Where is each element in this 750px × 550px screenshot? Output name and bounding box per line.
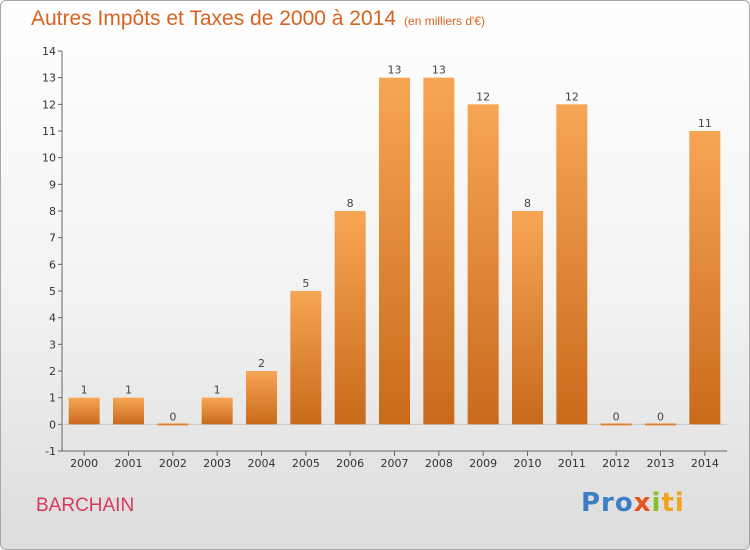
- y-tick-label: -1: [45, 445, 56, 458]
- data-label: 12: [476, 90, 490, 103]
- x-tick-label: 2005: [292, 457, 320, 470]
- bar: [246, 371, 277, 425]
- logo-part-3: i: [651, 488, 662, 518]
- bar: [379, 77, 410, 425]
- y-tick-label: 11: [42, 125, 56, 138]
- data-label: 0: [169, 410, 176, 423]
- x-tick-label: 2009: [469, 457, 497, 470]
- x-tick-label: 2011: [558, 457, 586, 470]
- y-tick-label: 3: [49, 338, 56, 351]
- x-tick-label: 2008: [425, 457, 453, 470]
- bar: [201, 397, 233, 425]
- y-tick-label: 0: [49, 418, 56, 431]
- data-label: 13: [432, 64, 446, 77]
- chart-title: Autres Impôts et Taxes de 2000 à 2014 (en…: [31, 7, 485, 31]
- bar: [689, 131, 721, 425]
- data-label: 8: [347, 197, 354, 210]
- bar: [423, 77, 455, 425]
- x-tick-label: 2010: [514, 457, 542, 470]
- data-label: 11: [698, 117, 712, 130]
- data-label: 2: [258, 357, 265, 370]
- bar: [512, 211, 543, 425]
- y-tick-label: 10: [42, 152, 56, 165]
- x-tick-label: 2001: [115, 457, 143, 470]
- bar: [334, 211, 366, 425]
- x-tick-label: 2003: [203, 457, 231, 470]
- x-tick-label: 2013: [647, 457, 675, 470]
- x-tick-label: 2000: [70, 457, 98, 470]
- logo-part-4: ti: [661, 488, 685, 518]
- logo-part-2: x: [633, 488, 652, 518]
- bar: [68, 397, 100, 425]
- x-tick-label: 2002: [159, 457, 187, 470]
- x-tick-label: 2006: [336, 457, 364, 470]
- data-label: 8: [524, 197, 531, 210]
- y-tick-label: 2: [49, 365, 56, 378]
- logo-part-1: Pro: [581, 488, 634, 518]
- y-tick-label: 12: [42, 98, 56, 111]
- bar: [290, 291, 322, 425]
- commune-name: BARCHAIN: [36, 495, 135, 516]
- data-label: 12: [565, 90, 579, 103]
- y-tick-label: 5: [49, 285, 56, 298]
- chart-title-text: Autres Impôts et Taxes de 2000 à 2014: [31, 7, 397, 30]
- bar: [113, 397, 144, 425]
- bar: [157, 423, 189, 426]
- chart-unit: (en milliers d'€): [404, 14, 486, 28]
- x-tick-label: 2012: [602, 457, 630, 470]
- bar: [645, 423, 676, 426]
- proxiti-logo: Proxiti: [581, 488, 685, 518]
- data-label: 0: [657, 410, 664, 423]
- data-label: 1: [125, 384, 132, 397]
- y-tick-label: 6: [49, 258, 56, 271]
- y-tick-label: 8: [49, 205, 56, 218]
- data-label: 13: [388, 64, 402, 77]
- x-tick-label: 2014: [691, 457, 719, 470]
- data-label: 1: [214, 384, 221, 397]
- bar: [467, 104, 499, 425]
- bar: [600, 423, 632, 426]
- x-tick-label: 2004: [248, 457, 276, 470]
- data-label: 0: [613, 410, 620, 423]
- y-tick-label: 13: [42, 72, 56, 85]
- y-tick-label: 14: [42, 45, 56, 58]
- y-tick-label: 9: [49, 178, 56, 191]
- data-label: 5: [302, 277, 309, 290]
- data-label: 1: [81, 384, 88, 397]
- x-tick-label: 2007: [381, 457, 409, 470]
- y-tick-label: 4: [49, 312, 56, 325]
- y-tick-label: 1: [49, 392, 56, 405]
- y-tick-label: 7: [49, 232, 56, 245]
- bar: [556, 104, 588, 425]
